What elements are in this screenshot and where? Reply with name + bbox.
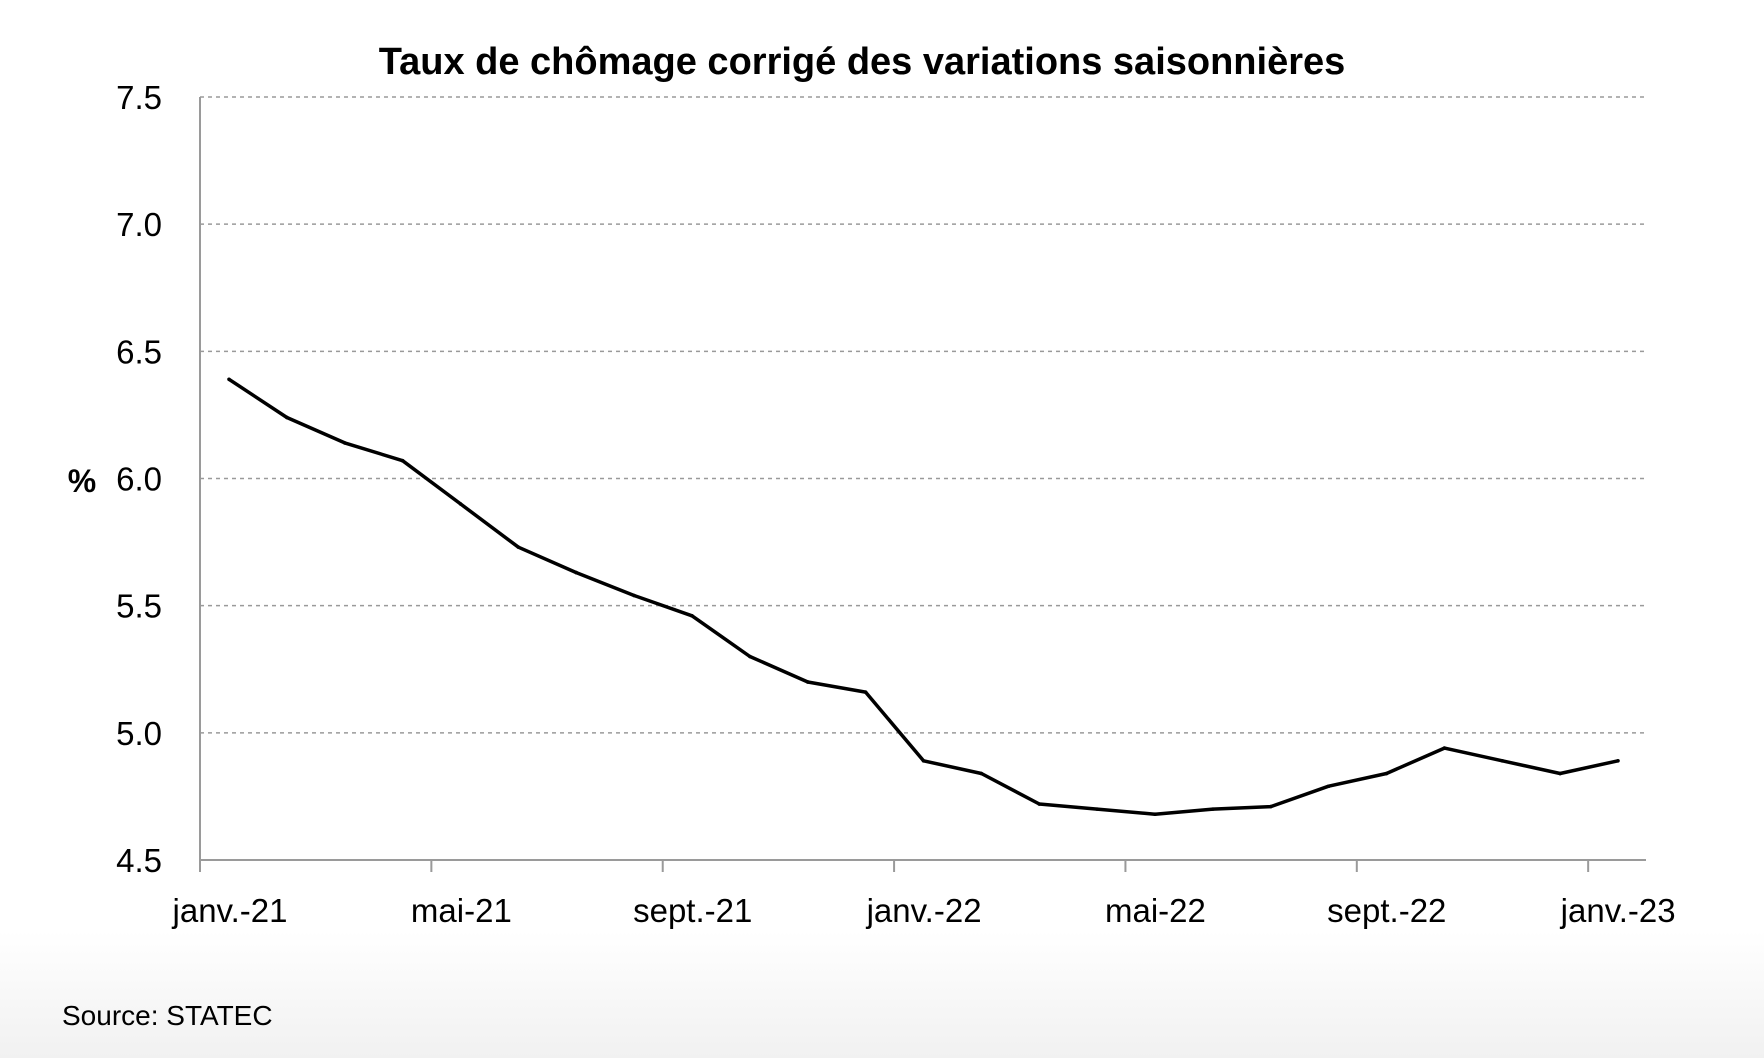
- y-tick-label: 7.5: [116, 79, 162, 116]
- data-point: [1500, 759, 1505, 763]
- y-axis-label: %: [68, 463, 96, 499]
- series-layer: [227, 377, 1620, 817]
- data-point: [1268, 804, 1273, 809]
- source-note: Source: STATEC: [62, 1000, 273, 1031]
- x-tick-label: mai-22: [1105, 892, 1206, 929]
- data-point: [1384, 771, 1389, 776]
- y-tick-label: 6.5: [116, 333, 162, 370]
- x-tick-labels: janv.-21 mai-21 sept.-21 janv.-22 mai-22 sept…: [172, 892, 1676, 929]
- data-point: [1558, 771, 1562, 776]
- data-point: [1442, 746, 1447, 750]
- y-tick-label: 5.0: [116, 715, 162, 752]
- y-tick-label: 7.0: [116, 206, 162, 243]
- x-tick-label: mai-21: [411, 892, 512, 929]
- x-tick-label: janv.-21: [172, 892, 288, 929]
- axes: [199, 97, 1646, 872]
- data-point: [748, 654, 752, 659]
- y-tick-label: 5.5: [116, 588, 162, 625]
- data-point: [574, 570, 579, 575]
- grid-lines: [200, 96, 1646, 734]
- data-point: [1211, 807, 1215, 811]
- y-tick-label: 6.0: [116, 461, 162, 498]
- data-point: [285, 415, 289, 420]
- data-point: [979, 771, 984, 776]
- data-point: [863, 690, 868, 694]
- data-point: [1326, 784, 1331, 789]
- data-point: [516, 545, 521, 549]
- x-tick-label: sept.-22: [1327, 892, 1446, 929]
- data-point: [400, 458, 405, 463]
- data-point: [1616, 759, 1620, 763]
- chart-title: Taux de chômage corrigé des variations s…: [379, 41, 1346, 83]
- data-point: [921, 759, 926, 763]
- data-point: [458, 502, 463, 506]
- y-tick-label: 4.5: [116, 842, 162, 879]
- data-point: [1095, 807, 1099, 811]
- series-line: [228, 377, 1619, 816]
- y-tick-labels: 7.5 7.0 6.5 6.0 5.5 5.0 4.5: [116, 79, 162, 879]
- data-point: [632, 593, 636, 598]
- data-point: [805, 680, 810, 684]
- x-tick-label: janv.-22: [866, 892, 982, 929]
- x-tick-label: sept.-21: [633, 892, 752, 929]
- data-point: [690, 614, 694, 618]
- data-point: [227, 377, 231, 382]
- x-tick-label: janv.-23: [1560, 892, 1676, 929]
- data-point: [1037, 802, 1042, 806]
- data-point: [1153, 812, 1157, 817]
- data-point: [342, 441, 347, 445]
